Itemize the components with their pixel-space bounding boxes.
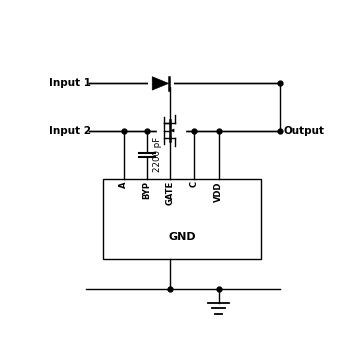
Text: A: A: [119, 181, 128, 188]
Text: BYP: BYP: [142, 181, 151, 199]
Text: 2200 pF: 2200 pF: [153, 137, 162, 172]
Text: C: C: [190, 181, 199, 187]
Text: Input 1: Input 1: [49, 78, 91, 89]
Text: Output: Output: [284, 126, 325, 135]
Bar: [104, 179, 261, 260]
Polygon shape: [152, 77, 168, 90]
Text: GATE: GATE: [166, 181, 174, 206]
Text: VDD: VDD: [214, 181, 223, 202]
Text: GND: GND: [168, 232, 196, 242]
Text: Input 2: Input 2: [49, 126, 91, 135]
